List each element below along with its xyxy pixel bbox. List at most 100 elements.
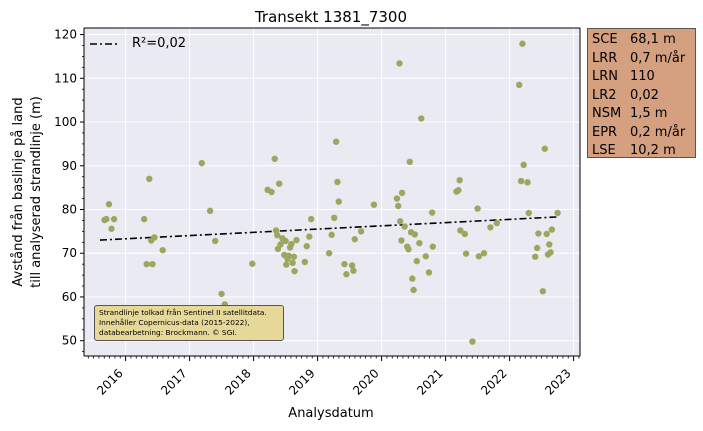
- data-point: [277, 241, 284, 248]
- stat-key: SCE: [592, 32, 618, 47]
- data-point: [108, 225, 115, 232]
- data-point: [425, 269, 433, 276]
- data-point: [289, 259, 296, 267]
- data-point: [110, 215, 118, 223]
- data-point: [396, 218, 404, 225]
- data-point: [398, 237, 405, 244]
- data-point: [535, 230, 542, 237]
- data-point: [306, 233, 313, 240]
- data-point: [525, 209, 532, 217]
- data-point: [249, 260, 256, 267]
- data-point: [272, 227, 280, 234]
- y-tick-label: 100: [54, 115, 77, 129]
- data-point: [103, 215, 110, 223]
- data-point: [343, 271, 350, 278]
- data-point: [328, 231, 335, 239]
- data-point: [303, 243, 310, 250]
- legend-label: R²=0,02: [132, 36, 187, 51]
- data-point: [274, 232, 281, 239]
- stats-box: SCE 68,1 m LRR 0,7 m/år LRN 110 LR2 0,02 NSM 1,5 …: [587, 28, 696, 158]
- y-axis-label-line1: Avstånd från baslinje på land: [11, 97, 26, 286]
- stat-value: 0,2 m/år: [630, 124, 686, 140]
- data-point: [357, 228, 365, 235]
- data-point: [469, 338, 476, 345]
- data-point: [418, 115, 425, 122]
- data-point: [301, 258, 308, 266]
- stat-row-epr: EPR 0,2 m/år: [592, 124, 691, 143]
- stat-row-lrr: LRR 0,7 m/år: [592, 50, 691, 69]
- stat-key: LRR: [592, 50, 618, 66]
- data-point: [282, 237, 289, 245]
- stat-row-lse: LSE 10,2 m: [592, 142, 691, 161]
- data-point: [519, 40, 526, 47]
- data-point: [325, 250, 333, 257]
- data-point: [541, 145, 548, 152]
- trend-line: [99, 216, 558, 241]
- data-point: [149, 260, 156, 268]
- data-point: [428, 209, 436, 216]
- data-point: [406, 158, 413, 166]
- note-line-2: Innehåller Copernicus-data (2015-2022),: [99, 318, 250, 327]
- x-axis-label: Analysdatum: [288, 406, 373, 421]
- data-point: [524, 179, 531, 186]
- gridlines: [84, 28, 580, 356]
- data-point: [543, 230, 550, 238]
- data-point: [290, 253, 298, 260]
- note-line-1: Strandlinje tolkad från Sentinel II sate…: [99, 308, 267, 317]
- y-tick-label: 80: [62, 202, 77, 216]
- x-tick-label: 2018: [222, 366, 253, 397]
- data-point: [334, 178, 341, 186]
- stat-value: 0,7 m/år: [630, 50, 686, 66]
- data-point: [288, 240, 295, 248]
- data-point: [462, 250, 470, 257]
- stat-value: 110: [630, 69, 655, 84]
- data-point: [159, 246, 166, 254]
- stat-value: 10,2 m: [630, 143, 676, 158]
- data-point: [548, 226, 556, 233]
- data-point: [268, 188, 275, 196]
- y-tick-label: 70: [62, 246, 77, 260]
- data-point: [422, 253, 429, 260]
- data-point: [198, 159, 205, 167]
- x-tick-label: 2021: [414, 366, 445, 397]
- data-point: [331, 214, 338, 222]
- x-tick-label: 2019: [286, 366, 317, 397]
- stat-row-lr2: LR2 0,02: [592, 87, 691, 106]
- trend-layer: [99, 216, 558, 241]
- data-point: [370, 201, 378, 208]
- stat-value: 0,02: [630, 87, 659, 103]
- data-point: [461, 230, 468, 238]
- data-point: [335, 198, 342, 205]
- data-points: [101, 40, 561, 345]
- data-point: [456, 176, 463, 184]
- data-point: [350, 267, 357, 274]
- data-point: [401, 223, 408, 230]
- data-point: [516, 81, 523, 89]
- stat-key: NSM: [592, 106, 622, 121]
- x-tick-label: 2022: [478, 366, 509, 397]
- data-point: [332, 138, 340, 145]
- data-point: [487, 224, 494, 231]
- data-point: [143, 260, 150, 268]
- data-point: [517, 177, 525, 185]
- data-point: [409, 275, 416, 282]
- data-point: [475, 253, 483, 260]
- stat-value: 68,1 m: [630, 32, 676, 47]
- data-point: [395, 202, 402, 210]
- data-point: [140, 215, 148, 223]
- x-tick-label: 2020: [350, 366, 381, 397]
- x-tick-label: 2016: [94, 366, 125, 397]
- stat-key: LRN: [592, 69, 618, 84]
- chart-title: Transekt 1381_7300: [254, 8, 407, 27]
- data-point: [396, 60, 403, 67]
- stat-key: LR2: [592, 87, 617, 103]
- data-point: [271, 155, 278, 162]
- y-tick-label: 120: [54, 28, 77, 42]
- legend-line-icon: [90, 42, 120, 45]
- note-line-3: databearbetning: Brockmann. © SGI.: [99, 328, 237, 337]
- data-point: [554, 209, 561, 217]
- x-tick-label: 2023: [542, 366, 573, 397]
- data-point: [429, 243, 436, 250]
- data-point: [539, 288, 547, 295]
- data-point: [546, 241, 553, 248]
